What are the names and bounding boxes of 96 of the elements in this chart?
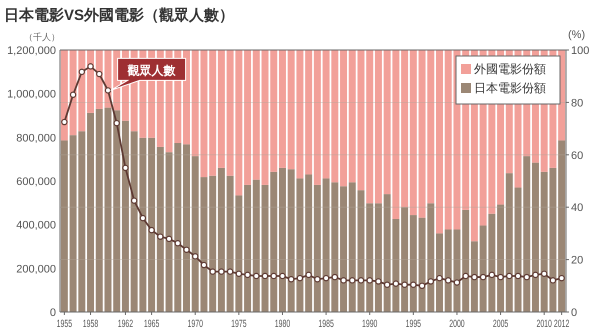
point [436, 274, 443, 282]
y-tick-label: 400,000 [16, 220, 56, 232]
point [524, 274, 530, 280]
point [183, 246, 190, 253]
y-tick-label: 1,200,000 [7, 45, 56, 57]
point [532, 272, 539, 278]
y2-tick-label: 80 [571, 97, 584, 110]
x-tick-label: 1970 [188, 318, 211, 330]
point [550, 277, 556, 284]
x-tick-label: 1955 [56, 318, 80, 330]
x-tick-label: 2012 [554, 318, 578, 330]
point [392, 280, 400, 287]
point [262, 272, 268, 280]
point [497, 274, 504, 280]
point [454, 279, 460, 286]
point [514, 272, 522, 280]
point [218, 268, 225, 275]
point [322, 274, 330, 282]
point [253, 272, 260, 280]
point [279, 272, 286, 280]
y-tick-label: 0 [50, 307, 56, 319]
x-tick-label: 1975 [231, 318, 254, 330]
point [104, 87, 112, 94]
point [340, 277, 347, 284]
point [270, 272, 277, 280]
point [87, 63, 94, 70]
point [96, 70, 102, 78]
legend-label: 日本電影份額 [474, 81, 546, 95]
point [244, 272, 251, 278]
y2-axis-title: (%) [568, 29, 586, 41]
legend-label: 外國電影份額 [474, 62, 546, 76]
point [488, 272, 496, 278]
bar [523, 156, 530, 312]
point [384, 282, 390, 288]
x-tick-label: 1985 [318, 318, 342, 330]
point [296, 274, 304, 282]
bar [270, 50, 278, 172]
point [130, 197, 138, 204]
y-tick-label: 200,000 [16, 263, 56, 276]
x-tick-label: 1995 [406, 318, 429, 330]
point [332, 274, 338, 280]
point [506, 272, 512, 280]
point [418, 282, 426, 289]
bar [96, 108, 103, 312]
y2-tick-label: 0 [571, 307, 578, 319]
y2-tick-label: 60 [571, 150, 584, 162]
y-axis-title: （千人） [24, 32, 60, 42]
point [70, 92, 76, 98]
y-tick-label: 600,000 [16, 176, 56, 188]
point [236, 270, 242, 277]
point [200, 262, 208, 268]
y2-tick-label: 100 [571, 45, 590, 57]
point [314, 276, 321, 282]
point [471, 274, 478, 280]
annotation: 觀眾人數 [126, 63, 177, 78]
x-tick-label: 2000 [449, 318, 473, 330]
point [462, 272, 469, 280]
point [305, 272, 312, 278]
point [480, 274, 486, 280]
point [157, 233, 164, 240]
bar [348, 182, 356, 312]
point [166, 236, 172, 242]
point [410, 282, 417, 288]
point [209, 268, 216, 275]
point [226, 268, 234, 275]
point [148, 226, 155, 234]
point [288, 276, 294, 282]
bar [270, 172, 278, 312]
point [366, 277, 373, 284]
x-tick-label: 1980 [274, 318, 298, 330]
point [401, 282, 408, 288]
chart-title: 日本電影VS外國電影（觀眾人數） [4, 7, 234, 24]
point [140, 214, 146, 222]
y-tick-label: 1,000,000 [7, 88, 56, 101]
point [192, 253, 198, 260]
point [349, 277, 356, 284]
x-tick-label: 1965 [144, 318, 168, 330]
point [174, 240, 181, 246]
point [445, 277, 452, 284]
x-tick-label: 1962 [118, 318, 142, 330]
point [114, 120, 120, 126]
point [61, 118, 68, 126]
x-tick-label: 1958 [82, 318, 106, 330]
point [540, 270, 548, 277]
point [122, 164, 129, 172]
point [78, 68, 86, 76]
point [358, 277, 364, 284]
point [375, 278, 382, 285]
y2-tick-label: 20 [571, 254, 584, 267]
x-tick-label: 2005 [492, 318, 516, 330]
point [558, 274, 565, 282]
x-tick-label: 1990 [362, 318, 386, 330]
y-tick-label: 800,000 [16, 132, 56, 144]
y2-tick-label: 40 [571, 202, 584, 214]
bar [348, 50, 356, 182]
point [428, 278, 434, 285]
